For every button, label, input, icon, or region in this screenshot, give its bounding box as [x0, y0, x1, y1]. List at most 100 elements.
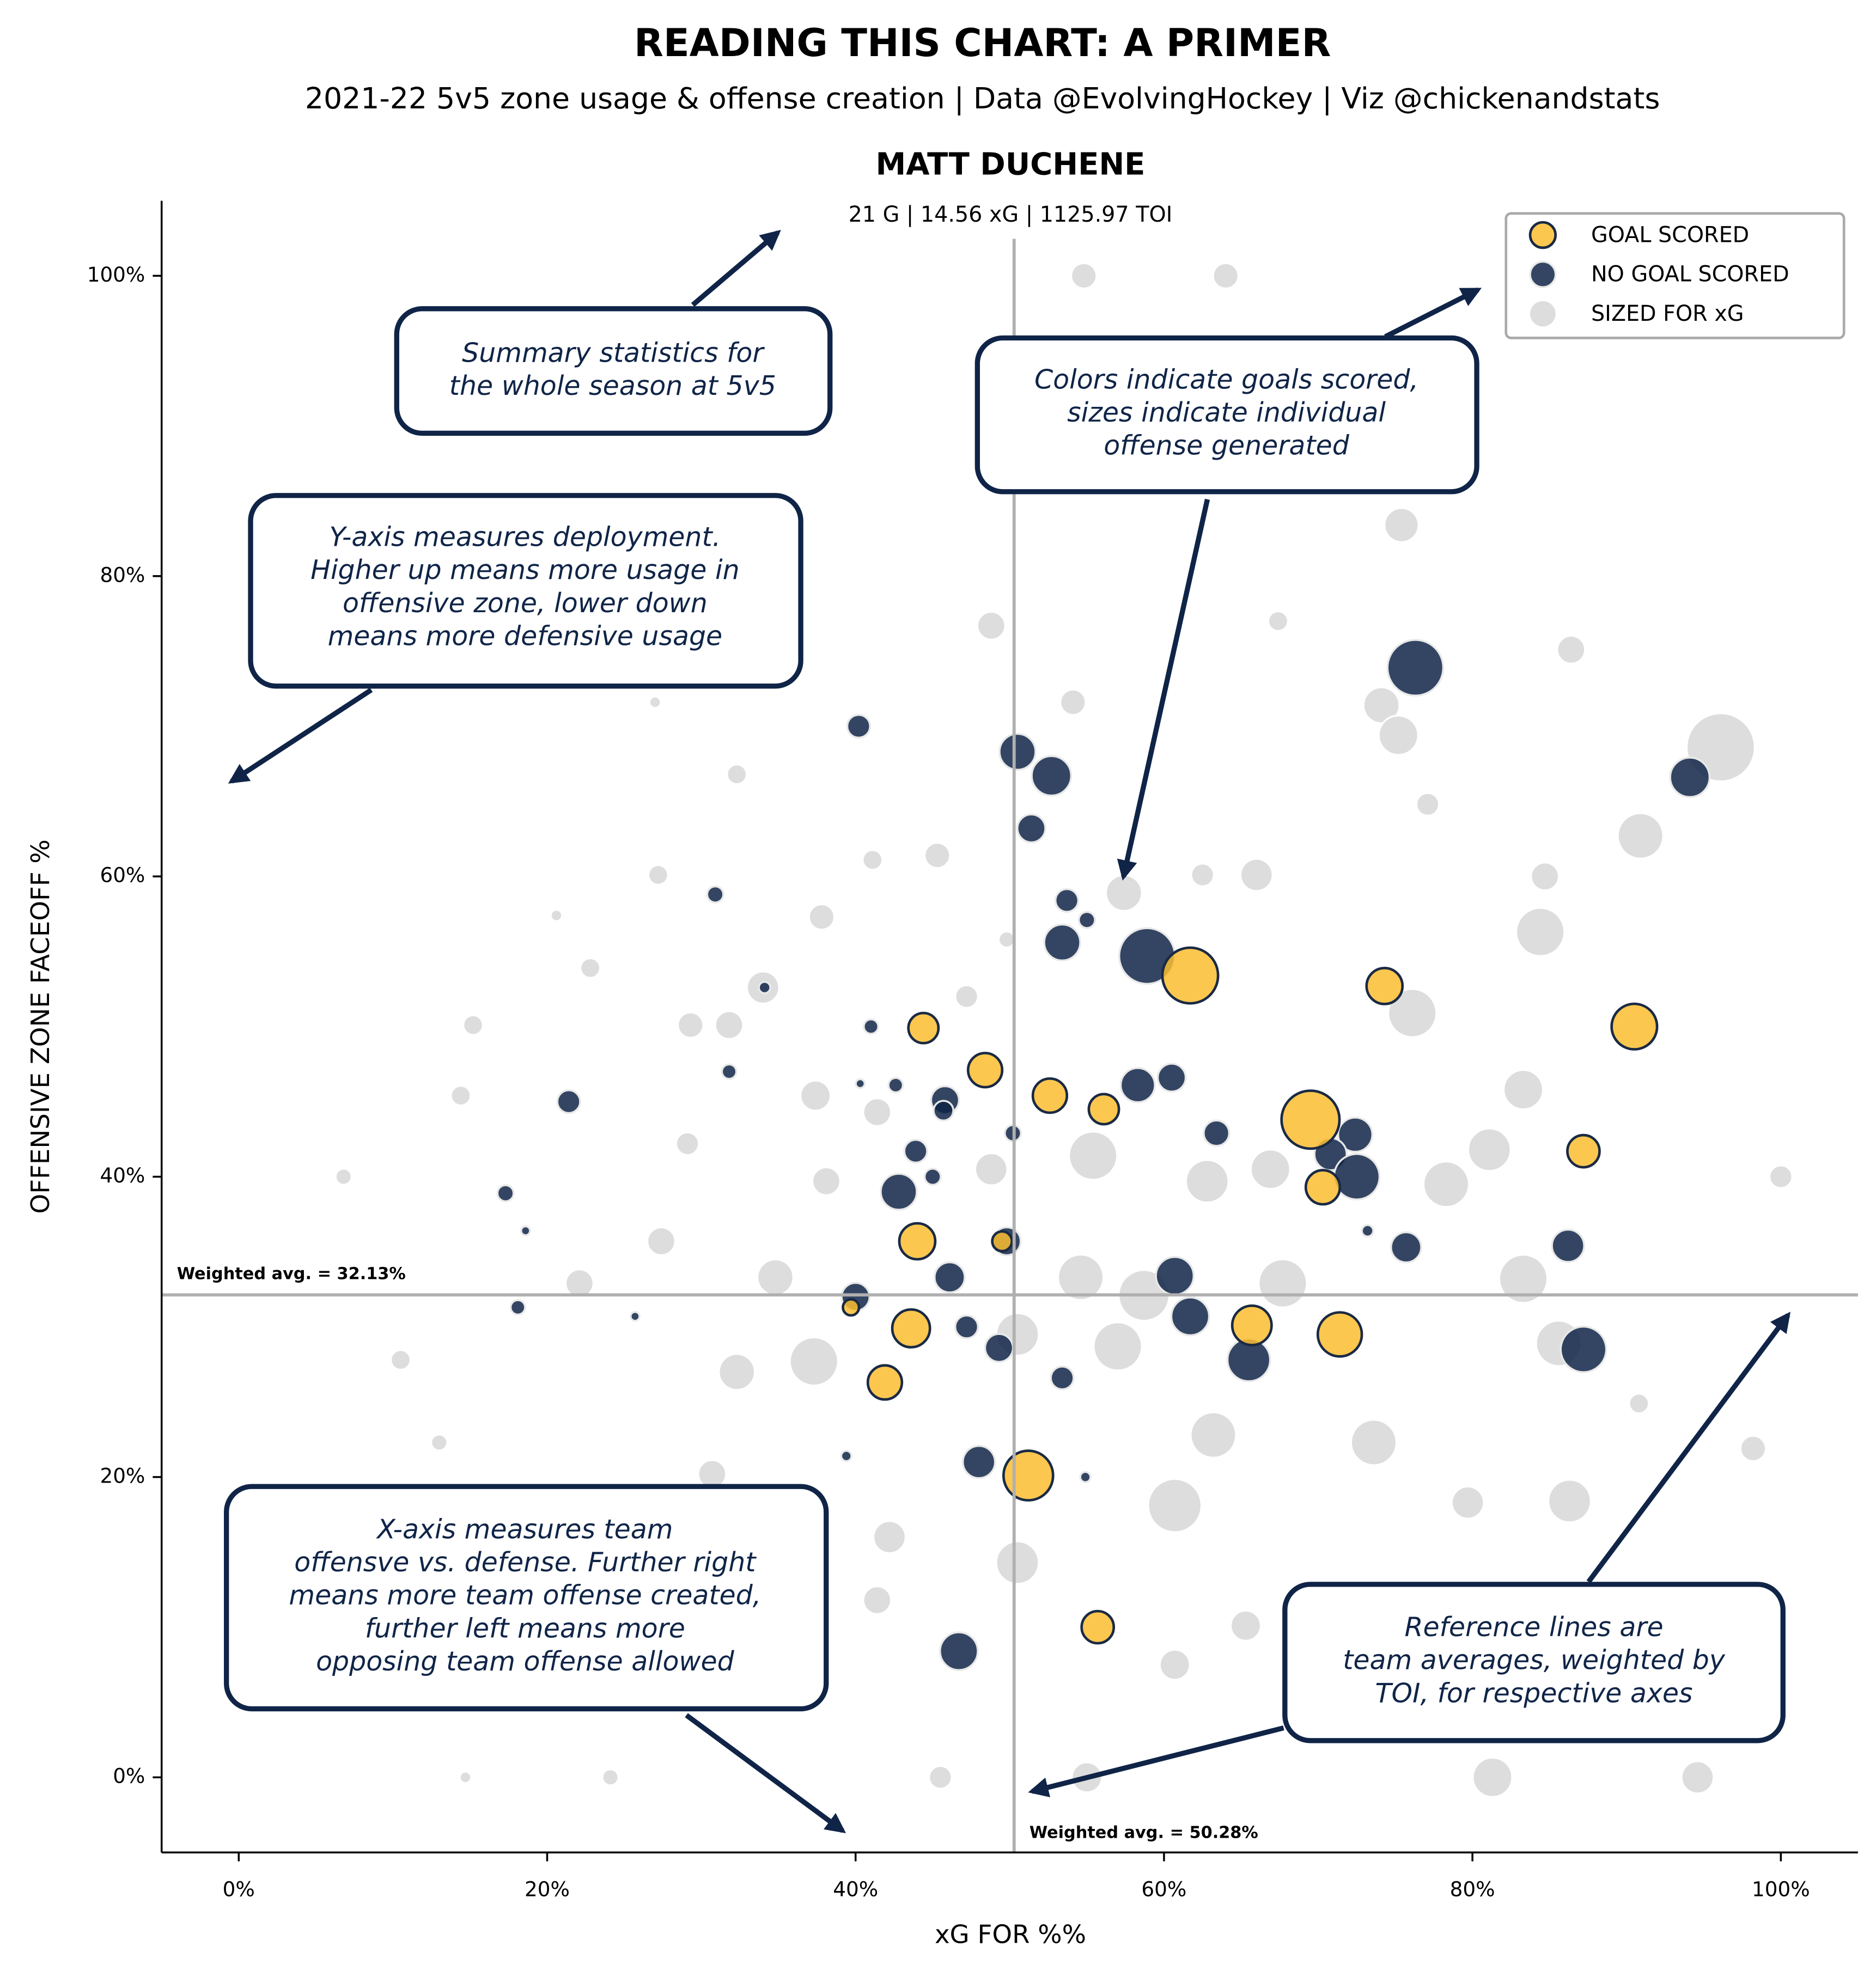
point [462, 1014, 484, 1036]
point [706, 885, 724, 904]
legend-label: NO GOAL SCORED [1591, 262, 1789, 287]
point [842, 1298, 861, 1317]
point [1280, 1089, 1341, 1150]
point [1257, 1258, 1308, 1309]
subtitle: 2021-22 5v5 zone usage & offense creatio… [305, 81, 1660, 115]
annotation-text: team averages, weighted by [1343, 1645, 1726, 1676]
point [933, 1100, 954, 1122]
point [891, 1308, 931, 1349]
x-tick-label: 20% [525, 1877, 570, 1901]
stats: 21 G | 14.56 xG | 1125.97 TOI [849, 202, 1173, 227]
x-axis-label: xG FOR %% [935, 1920, 1086, 1950]
point [976, 611, 1007, 641]
legend-label: SIZED FOR xG [1591, 301, 1744, 326]
point [855, 1078, 866, 1089]
point [1031, 1077, 1069, 1114]
point [1147, 1478, 1203, 1533]
point [1161, 946, 1220, 1005]
annotation-text: Colors indicate goals scored, [1034, 364, 1418, 395]
point [934, 1261, 966, 1294]
point [840, 1450, 852, 1462]
annotation-arrow [1117, 498, 1210, 881]
point [1390, 1231, 1422, 1264]
point [677, 1011, 704, 1039]
point [1333, 1153, 1381, 1200]
point [799, 1080, 832, 1112]
annotation-text: offensve vs. defense. Further right [294, 1547, 757, 1578]
annotation-text: Higher up means more usage in [310, 554, 739, 586]
point [1031, 755, 1073, 797]
point [1361, 1224, 1374, 1237]
point [1054, 888, 1080, 913]
chart-title: MATT DUCHENE [876, 147, 1146, 182]
annotation-arrow [685, 1713, 846, 1833]
legend-label: GOAL SCORED [1591, 222, 1749, 247]
point [995, 1540, 1040, 1585]
point [1515, 907, 1566, 958]
point [1350, 1418, 1398, 1466]
point [1566, 1133, 1601, 1169]
point [846, 713, 871, 739]
annotation-text: offense generated [1104, 430, 1350, 461]
annotation-arrow [1028, 1725, 1284, 1797]
point [675, 1131, 700, 1156]
point [1159, 1649, 1191, 1681]
point [880, 1173, 918, 1211]
annotation-text: sizes indicate individual [1067, 397, 1386, 428]
point [1560, 1326, 1607, 1374]
point [1267, 610, 1289, 632]
point [984, 1333, 1014, 1363]
point [1669, 757, 1711, 798]
point [954, 1314, 979, 1339]
point [1229, 1609, 1262, 1642]
annotation-text: opposing team offense allowed [316, 1646, 735, 1677]
point [862, 1097, 892, 1127]
point [334, 1167, 353, 1186]
point [430, 1433, 448, 1452]
point [1231, 1304, 1273, 1346]
point [863, 1018, 879, 1035]
title: READING THIS CHART: A PRIMER [634, 21, 1331, 65]
annotation-arrow [691, 230, 781, 307]
point [907, 1011, 940, 1045]
x-tick-label: 0% [223, 1877, 255, 1901]
point [1155, 1256, 1195, 1296]
point [1498, 1253, 1549, 1304]
point [1050, 1365, 1075, 1391]
point [1502, 1069, 1544, 1111]
point [1337, 1117, 1373, 1153]
point [1628, 1392, 1650, 1414]
point [601, 1768, 620, 1786]
point [556, 1089, 581, 1114]
point [1680, 1760, 1715, 1795]
point [866, 1364, 904, 1401]
point [1387, 987, 1438, 1039]
point [1617, 812, 1665, 860]
y-tick-label: 20% [100, 1463, 145, 1487]
point [1068, 1130, 1118, 1181]
point [1059, 688, 1087, 716]
point [389, 1349, 412, 1371]
point [647, 864, 669, 886]
point [1551, 1229, 1585, 1263]
annotation-text: further left means more [365, 1613, 685, 1644]
point [974, 1152, 1009, 1186]
legend-marker [1529, 260, 1557, 288]
point [1547, 1479, 1592, 1523]
annotation-text: offensive zone, lower down [343, 588, 708, 619]
point [579, 957, 601, 979]
point [1092, 1321, 1143, 1372]
point [1316, 1311, 1363, 1358]
point [450, 1084, 472, 1107]
point [1190, 1411, 1237, 1459]
annotation-text: Reference lines are [1404, 1612, 1663, 1643]
point [1203, 1119, 1231, 1147]
point [564, 1268, 595, 1298]
x-tick-label: 80% [1450, 1877, 1495, 1901]
point [808, 903, 836, 931]
annotation-text: Summary statistics for [462, 337, 765, 368]
point [997, 930, 1016, 949]
point [1043, 923, 1081, 962]
y-axis-label: OFFENSIVE ZONE FACEOFF % [26, 839, 56, 1213]
